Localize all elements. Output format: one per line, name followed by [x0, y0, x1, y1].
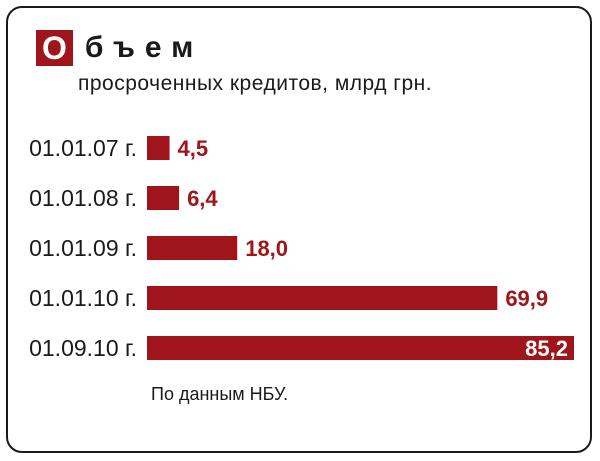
chart-title: О бъем	[36, 30, 203, 66]
data-label: 69,9	[505, 286, 548, 311]
chart-subtitle: просроченных кредитов, млрд грн.	[78, 72, 433, 95]
data-label: 18,0	[245, 236, 288, 261]
bar	[147, 286, 498, 310]
bar	[147, 186, 180, 210]
category-label: 01.01.08 г.	[29, 185, 137, 211]
source-note: По данным НБУ.	[151, 384, 289, 404]
data-label: 4,5	[178, 136, 209, 161]
category-label: 01.01.10 г.	[29, 285, 137, 311]
title-rest: бъем	[84, 31, 204, 64]
category-label: 01.01.07 г.	[29, 135, 137, 161]
bar	[147, 136, 170, 160]
category-label: 01.09.10 г.	[29, 335, 137, 361]
data-label: 6,4	[187, 186, 218, 211]
chart-frame	[6, 6, 592, 453]
data-label: 85,2	[525, 336, 568, 361]
category-label: 01.01.09 г.	[29, 235, 137, 261]
bar	[147, 236, 238, 260]
bar	[147, 336, 574, 360]
title-initial-badge: О	[36, 30, 73, 66]
